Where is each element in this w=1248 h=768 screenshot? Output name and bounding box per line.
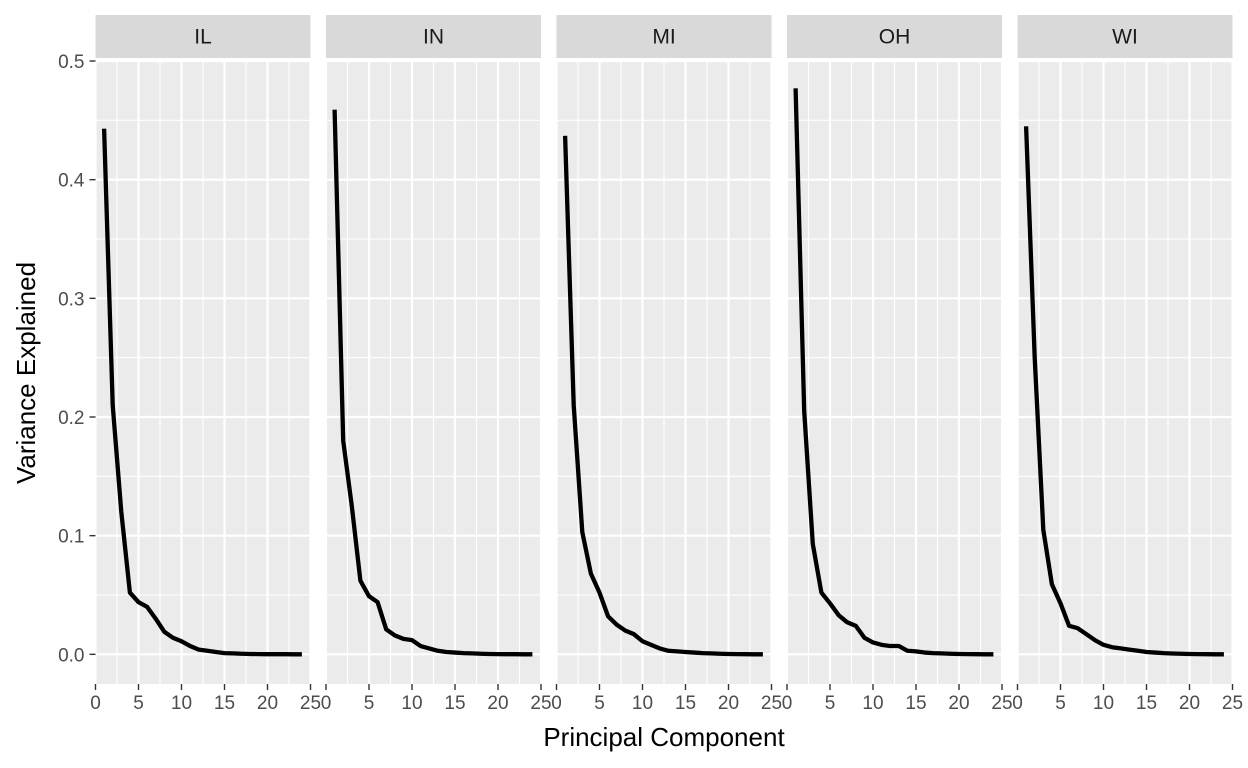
facet-strip	[787, 15, 1002, 58]
x-tick-label: 15	[214, 693, 235, 714]
y-tick-label: 0.2	[58, 408, 84, 429]
facet-panel-mi: MI	[555, 15, 773, 684]
x-tick-label: 5	[133, 693, 144, 714]
x-tick-label: 20	[1179, 693, 1200, 714]
x-tick-label: 15	[905, 693, 926, 714]
x-tick-label: 25	[991, 693, 1012, 714]
x-tick-label: 0	[321, 693, 332, 714]
facet-strip-label: IL	[194, 26, 212, 49]
x-tick-label: 15	[675, 693, 696, 714]
facet-strip-label: WI	[1112, 26, 1138, 49]
x-axis-title: Principal Component	[543, 722, 785, 752]
x-axis-wi: 0 5 10 15 20 25	[1012, 684, 1243, 714]
facet-panel-wi: WI	[1016, 15, 1234, 684]
facet-strip	[95, 15, 311, 58]
x-tick-label: 20	[487, 693, 508, 714]
x-tick-label: 10	[401, 693, 422, 714]
y-tick-label: 0.5	[58, 52, 84, 73]
x-tick-label: 10	[171, 693, 192, 714]
x-tick-label: 15	[1136, 693, 1157, 714]
facet-panels: IL IN MI OH WI	[94, 15, 1234, 684]
x-tick-label: 25	[530, 693, 551, 714]
x-tick-label: 10	[1093, 693, 1114, 714]
x-tick-label: 0	[551, 693, 562, 714]
x-axis-mi: 0 5 10 15 20 25	[551, 684, 782, 714]
facet-strip	[1017, 15, 1233, 58]
x-tick-label: 25	[1222, 693, 1243, 714]
facet-strip-label: MI	[652, 26, 675, 49]
x-axes: 0 5 10 15 20 25 0 5 10 15 20 25 0 5 10 15 20 25 0 5 10 15 20 25…	[90, 684, 1243, 714]
facet-panel-il: IL	[94, 15, 312, 684]
x-tick-label: 20	[257, 693, 278, 714]
x-tick-label: 0	[90, 693, 101, 714]
x-axis-in: 0 5 10 15 20 25	[321, 684, 552, 714]
facet-strip-label: IN	[423, 26, 444, 49]
x-tick-label: 5	[1055, 693, 1066, 714]
facet-panel-oh: OH	[785, 15, 1004, 684]
x-tick-label: 10	[632, 693, 653, 714]
x-tick-label: 5	[594, 693, 605, 714]
y-tick-label: 0.3	[58, 289, 84, 310]
y-tick-label: 0.1	[58, 527, 84, 548]
y-tick-label: 0.4	[58, 171, 85, 192]
x-tick-label: 10	[862, 693, 883, 714]
series-line-wi	[1023, 126, 1224, 657]
x-tick-label: 25	[300, 693, 321, 714]
x-tick-label: 5	[364, 693, 375, 714]
series-line-il	[101, 128, 302, 657]
x-tick-label: 20	[948, 693, 969, 714]
x-tick-label: 20	[718, 693, 739, 714]
facet-strip	[556, 15, 772, 58]
facet-strip-label: OH	[879, 26, 911, 49]
y-axis-title: Variance Explained	[11, 262, 41, 484]
x-tick-label: 0	[1012, 693, 1023, 714]
x-tick-label: 0	[782, 693, 793, 714]
series-line-oh	[793, 88, 994, 657]
y-tick-label: 0.0	[58, 645, 84, 666]
x-tick-label: 5	[825, 693, 836, 714]
facet-strip	[326, 15, 541, 58]
series-line-mi	[562, 135, 763, 657]
x-axis-oh: 0 5 10 15 20 25	[782, 684, 1013, 714]
x-tick-label: 15	[444, 693, 465, 714]
x-tick-label: 25	[761, 693, 782, 714]
facet-panel-in: IN	[324, 15, 543, 684]
x-axis-il: 0 5 10 15 20 25	[90, 684, 321, 714]
series-line-in	[332, 109, 533, 657]
y-axis: 0.0 0.1 0.2 0.3 0.4 0.5	[58, 52, 96, 666]
